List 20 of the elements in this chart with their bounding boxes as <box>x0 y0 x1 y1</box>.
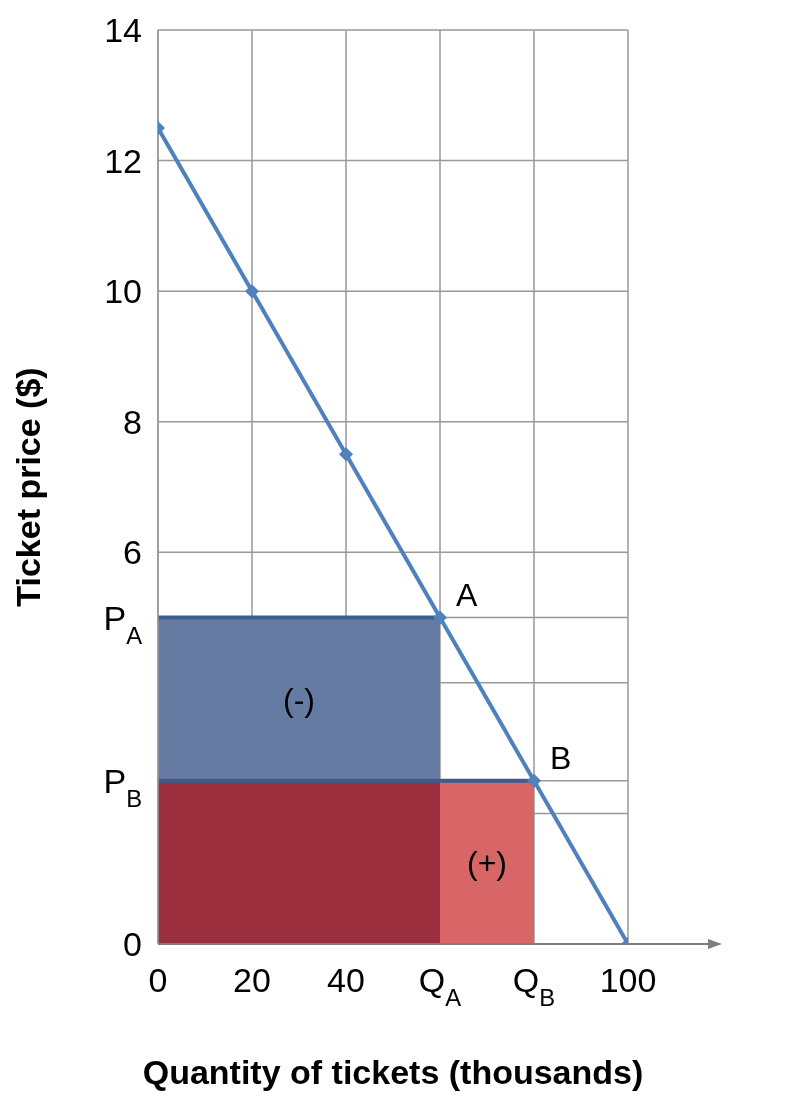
annotation: B <box>550 739 572 776</box>
y-tick-label: P$_{A}$ <box>103 598 143 649</box>
x-tick-label: 20 <box>233 961 271 999</box>
x-axis-title: Quantity of tickets (thousands) <box>142 1053 644 1091</box>
y-tick-label: 10 <box>104 272 142 311</box>
y-tick-label: P$_{B}$ <box>103 761 142 812</box>
y-tick-label: 0 <box>123 925 142 963</box>
x-tick-label: 0 <box>148 961 168 999</box>
x-tick-label: Q$_{A}$ <box>418 961 462 1011</box>
x-tick-label: 40 <box>327 961 365 999</box>
annotation: (+) <box>467 845 507 882</box>
x-tick-label: 100 <box>599 961 657 999</box>
y-tick-label: 12 <box>104 141 142 180</box>
y-tick-label: 6 <box>123 533 142 572</box>
y-axis-title: Ticket price ($) <box>9 367 48 607</box>
annotation: A <box>456 576 478 613</box>
y-tick-label: 8 <box>123 402 142 441</box>
annotation: (-) <box>283 682 315 719</box>
x-tick-label: Q$_{B}$ <box>512 961 556 1011</box>
y-tick-label: 14 <box>104 11 142 49</box>
